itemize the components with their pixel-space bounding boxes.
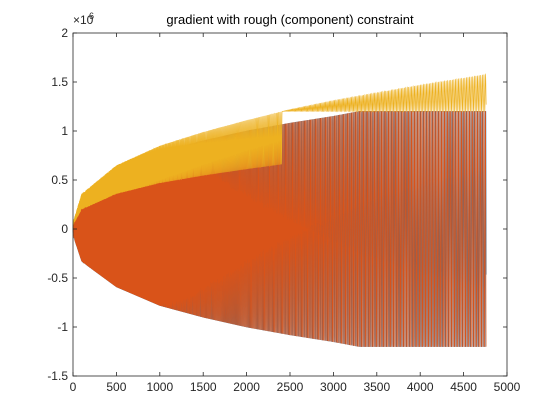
x-tick-label: 2500 — [277, 380, 304, 394]
x-tick-label: 0 — [70, 380, 77, 394]
x-tick-label: 4000 — [407, 380, 434, 394]
y-tick-label: 0 — [61, 222, 68, 236]
y-tick-label: 1 — [61, 124, 68, 138]
y-tick-label: 2 — [61, 26, 68, 40]
x-tick-label: 4500 — [450, 380, 477, 394]
x-axis-ticks: 0 500 1000 1500 2000 2500 3000 3500 4000 4500 5000 — [70, 33, 521, 394]
series-layer — [72, 73, 487, 347]
x-tick-label: 1500 — [190, 380, 217, 394]
y-tick-label: -1 — [57, 320, 68, 334]
chart-title: gradient with rough (component) constrai… — [166, 12, 414, 27]
y-exponent-base: ×10 — [73, 13, 94, 27]
x-tick-label: 500 — [106, 380, 126, 394]
y-tick-label: -1.5 — [47, 369, 68, 383]
series-line-3 — [72, 73, 487, 230]
y-tick-label: 0.5 — [51, 173, 68, 187]
y-tick-label: 1.5 — [51, 75, 68, 89]
y-axis-ticks: -1.5 -1 -0.5 0 0.5 1 1.5 2 — [47, 26, 507, 383]
x-tick-label: 3500 — [363, 380, 390, 394]
x-tick-label: 1000 — [146, 380, 173, 394]
x-tick-label: 2000 — [233, 380, 260, 394]
y-axis-exponent: ×10 6 — [73, 11, 94, 27]
x-tick-label: 3000 — [320, 380, 347, 394]
y-tick-label: -0.5 — [47, 271, 68, 285]
x-tick-label: 5000 — [494, 380, 521, 394]
y-exponent-power: 6 — [89, 11, 94, 21]
